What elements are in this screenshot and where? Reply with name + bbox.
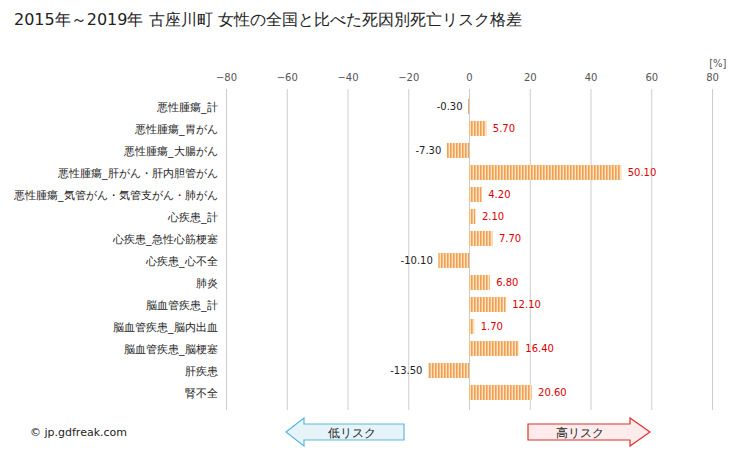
svg-text:悪性腫瘍_胃がん: 悪性腫瘍_胃がん [134,123,218,136]
svg-text:60: 60 [645,72,658,83]
svg-text:2.10: 2.10 [482,211,504,222]
svg-text:4.20: 4.20 [488,189,510,200]
svg-text:−60: −60 [277,72,298,83]
svg-text:20: 20 [524,72,537,83]
svg-text:肺炎: 肺炎 [196,277,218,290]
html-text:2015年～2019年 古座川町 女性の全国と比べた死因別死: 2015年～2019年 古座川町 女性の全国と比べた死因別死亡リスク格差 [14,10,522,29]
svg-text:-13.50: -13.50 [390,365,422,376]
svg-text:6.80: 6.80 [496,277,518,288]
svg-text:[%]: [%] [709,58,726,69]
svg-text:脳血管疾患_脳内出血: 脳血管疾患_脳内出血 [113,321,218,334]
svg-text:悪性腫瘍_大腸がん: 悪性腫瘍_大腸がん [123,145,218,158]
svg-text:40: 40 [585,72,598,83]
svg-text:50.10: 50.10 [628,167,657,178]
svg-text:心疾患_心不全: 心疾患_心不全 [145,255,218,268]
svg-text:腎不全: 腎不全 [185,387,218,400]
svg-text:16.40: 16.40 [525,343,554,354]
svg-text:低リスク: 低リスク [328,426,376,440]
svg-text:−20: −20 [398,72,419,83]
svg-text:心疾患_計: 心疾患_計 [167,211,218,224]
svg-text:悪性腫瘍_肝がん・肝内胆管がん: 悪性腫瘍_肝がん・肝内胆管がん [57,167,218,180]
svg-text:7.70: 7.70 [499,233,521,244]
svg-text:1.70: 1.70 [481,321,503,332]
svg-text:脳血管疾患_脳梗塞: 脳血管疾患_脳梗塞 [124,343,218,356]
svg-text:-0.30: -0.30 [437,101,463,112]
svg-text:悪性腫瘍_気管がん・気管支がん・肺がん: 悪性腫瘍_気管がん・気管支がん・肺がん [13,189,218,202]
svg-text:肝疾患: 肝疾患 [185,365,218,378]
svg-text:0: 0 [466,72,472,83]
svg-text:高リスク: 高リスク [556,426,604,440]
svg-text:脳血管疾患_計: 脳血管疾患_計 [146,299,218,312]
svg-text:-10.10: -10.10 [401,255,433,266]
svg-text:−40: −40 [337,72,358,83]
svg-text:5.70: 5.70 [493,123,515,134]
svg-text:20.60: 20.60 [538,387,567,398]
svg-text:-7.30: -7.30 [415,145,441,156]
svg-text:12.10: 12.10 [512,299,541,310]
svg-text:心疾患_急性心筋梗塞: 心疾患_急性心筋梗塞 [112,233,218,246]
svg-text:80: 80 [706,72,719,83]
svg-text:−80: −80 [216,72,237,83]
svg-text:悪性腫瘍_計: 悪性腫瘍_計 [156,101,218,114]
svg-text:© jp.gdfreak.com: © jp.gdfreak.com [30,426,127,439]
